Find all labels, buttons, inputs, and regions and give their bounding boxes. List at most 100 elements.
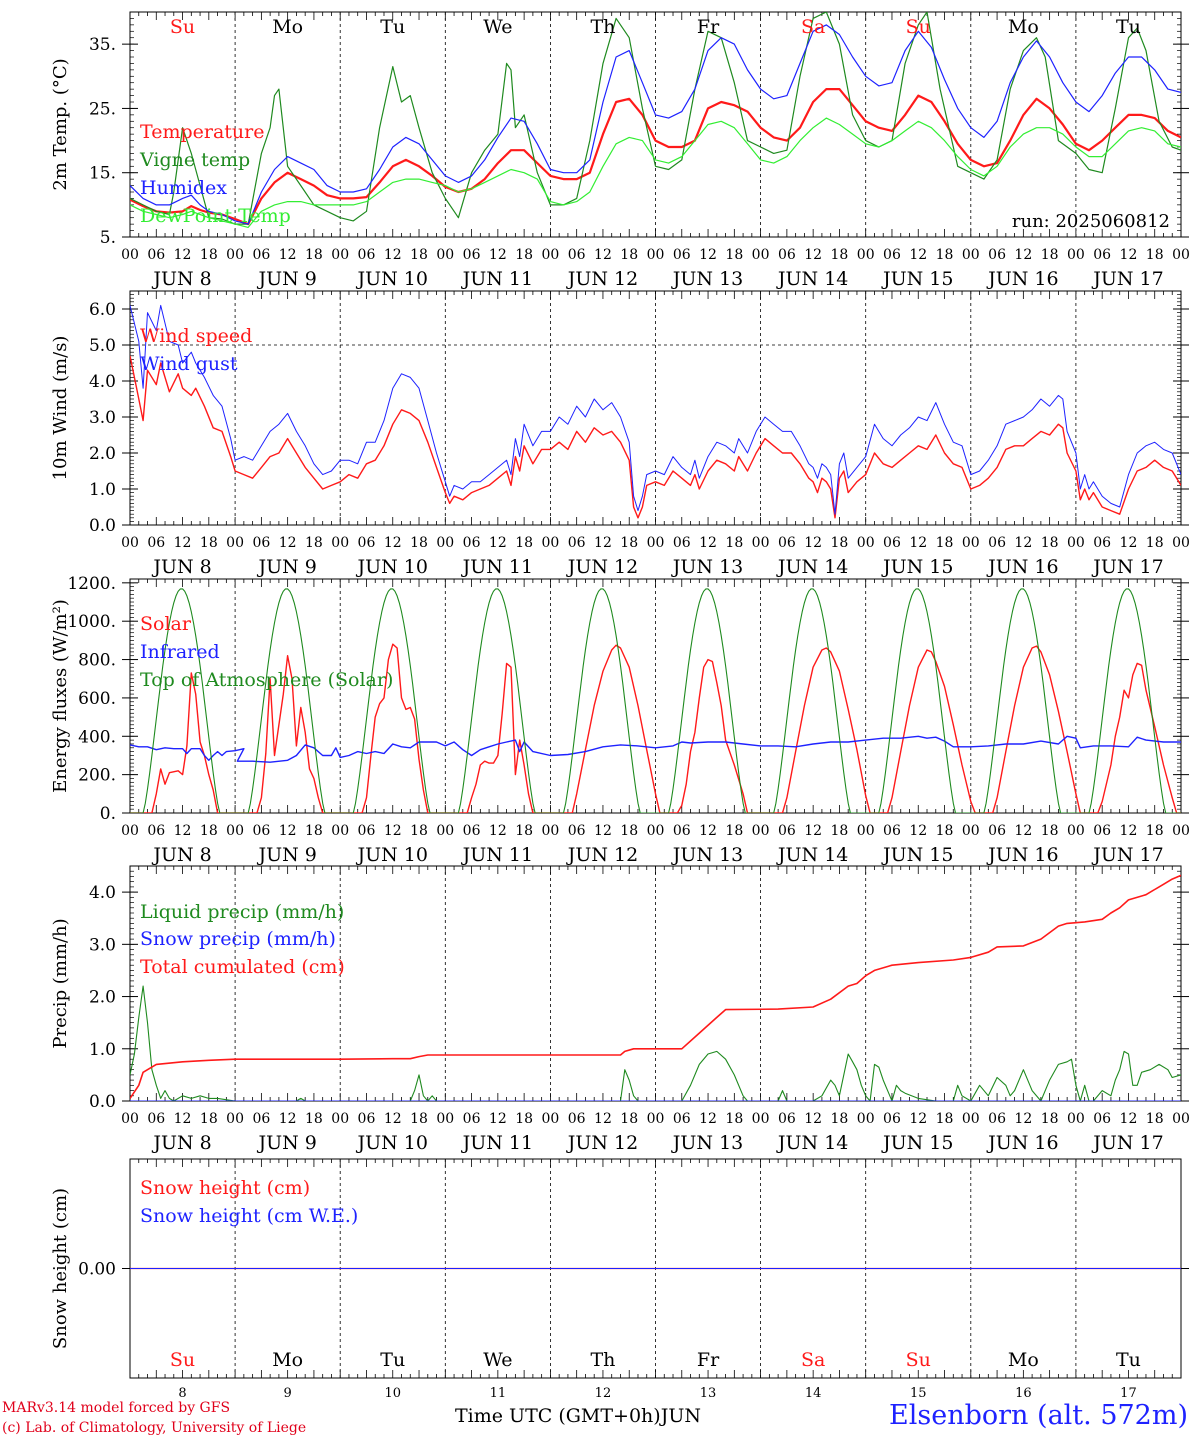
date-number: 14: [805, 1386, 822, 1401]
hour-tick-label: 18: [200, 1111, 218, 1127]
hour-tick-label: 18: [1041, 535, 1059, 551]
weekday-label-bottom: Su: [170, 1349, 195, 1371]
y-tick-label: 200.: [78, 766, 116, 786]
hour-tick-label: 00: [331, 823, 349, 839]
hour-tick-label: 12: [804, 1111, 822, 1127]
hour-tick-label: 18: [200, 535, 218, 551]
hour-tick-label: 06: [147, 247, 165, 263]
hour-tick-label: 18: [936, 247, 954, 263]
hour-tick-label: 00: [1067, 823, 1085, 839]
date-label: JUN 12: [566, 556, 638, 578]
legend-entry: Infrared: [140, 641, 220, 663]
weekday-label-top: Tu: [1116, 16, 1141, 38]
hour-tick-label: 18: [410, 535, 428, 551]
weekday-label-bottom: Th: [590, 1349, 615, 1371]
hour-tick-label: 18: [515, 1111, 533, 1127]
hour-tick-label: 06: [1093, 535, 1111, 551]
hour-tick-label: 12: [594, 535, 612, 551]
hour-tick-label: 18: [410, 823, 428, 839]
series-line: [130, 24, 1181, 225]
hour-tick-label: 18: [515, 823, 533, 839]
hour-tick-label: 18: [620, 1111, 638, 1127]
month-label: JUN: [660, 1405, 701, 1427]
hour-tick-label: 00: [331, 1111, 349, 1127]
hour-tick-label: 06: [252, 823, 270, 839]
hour-tick-label: 06: [778, 1111, 796, 1127]
hour-tick-label: 12: [804, 535, 822, 551]
weekday-label-top: Sa: [801, 16, 825, 38]
hour-tick-label: 18: [620, 247, 638, 263]
legend-entry: Temperature: [140, 121, 264, 143]
legend-entry: Liquid precip (mm/h): [140, 901, 344, 923]
date-number: 15: [910, 1386, 927, 1401]
y-tick-label: 1.0: [89, 1040, 116, 1060]
hour-tick-label: 12: [699, 1111, 717, 1127]
hour-tick-label: 12: [489, 247, 507, 263]
legend-entry: DewPoint Temp: [140, 205, 291, 227]
hour-tick-label: 12: [174, 1111, 192, 1127]
weekday-label-bottom: Tu: [380, 1349, 405, 1371]
credit-line-1: MARv3.14 model forced by GFS: [2, 1400, 231, 1416]
hour-tick-label: 06: [673, 823, 691, 839]
hour-tick-label: 06: [988, 1111, 1006, 1127]
weekday-label-top: Fr: [697, 16, 720, 38]
date-label: JUN 9: [256, 844, 316, 866]
date-label: JUN 14: [776, 556, 848, 578]
weekday-label-top: Mo: [272, 16, 303, 38]
hour-tick-label: 00: [541, 247, 559, 263]
y-tick-label: 0.: [100, 804, 116, 824]
y-tick-label: 5.0: [89, 336, 116, 356]
y-tick-label: 25.: [89, 99, 116, 119]
legend-entry: Humidex: [140, 177, 227, 199]
date-label: JUN 16: [986, 268, 1058, 290]
hour-tick-label: 00: [436, 823, 454, 839]
date-label: JUN 16: [986, 1132, 1058, 1154]
hour-tick-label: 00: [1067, 1111, 1085, 1127]
hour-tick-label: 00: [331, 247, 349, 263]
date-label: JUN 10: [356, 268, 428, 290]
y-axis-label: Energy fluxes (W/m²): [50, 599, 71, 793]
hour-tick-label: 06: [883, 1111, 901, 1127]
hour-tick-label: 12: [909, 535, 927, 551]
hour-tick-label: 12: [804, 247, 822, 263]
hour-tick-label: 00: [962, 1111, 980, 1127]
series-line: [130, 985, 1181, 1101]
hour-tick-label: 06: [673, 1111, 691, 1127]
hour-tick-label: 18: [410, 1111, 428, 1127]
hour-tick-label: 06: [883, 823, 901, 839]
y-tick-label: 1000.: [67, 612, 116, 632]
hour-tick-label: 06: [463, 1111, 481, 1127]
date-label: JUN 13: [671, 268, 743, 290]
hour-tick-label: 06: [147, 535, 165, 551]
hour-tick-label: 00: [752, 535, 770, 551]
date-label: JUN 11: [461, 1132, 533, 1154]
date-number: 9: [284, 1386, 292, 1401]
hour-tick-label: 18: [831, 1111, 849, 1127]
hour-tick-label: 00: [647, 247, 665, 263]
date-number: 11: [490, 1386, 507, 1401]
hour-tick-label: 18: [620, 535, 638, 551]
hour-tick-label: 06: [463, 535, 481, 551]
date-number: 13: [700, 1386, 717, 1401]
date-label: JUN 10: [356, 844, 428, 866]
hour-tick-label: 00: [857, 1111, 875, 1127]
panel-frame: [129, 11, 1182, 238]
hour-tick-label: 00: [541, 823, 559, 839]
hour-tick-label: 06: [463, 247, 481, 263]
hour-tick-label: 00: [226, 247, 244, 263]
date-label: JUN 14: [776, 1132, 848, 1154]
hour-tick-label: 18: [305, 1111, 323, 1127]
hour-tick-label: 06: [883, 535, 901, 551]
hour-tick-label: 00: [857, 535, 875, 551]
y-tick-label: 400.: [78, 727, 116, 747]
hour-tick-label: 06: [358, 535, 376, 551]
date-label: JUN 10: [356, 1132, 428, 1154]
hour-tick-label: 06: [358, 247, 376, 263]
hour-tick-label: 12: [1120, 535, 1138, 551]
series-line: [130, 117, 1181, 228]
hour-tick-label: 06: [988, 823, 1006, 839]
y-tick-label: 3.0: [89, 935, 116, 955]
hour-tick-label: 12: [174, 823, 192, 839]
hour-tick-label: 12: [384, 823, 402, 839]
hour-tick-label: 12: [174, 247, 192, 263]
